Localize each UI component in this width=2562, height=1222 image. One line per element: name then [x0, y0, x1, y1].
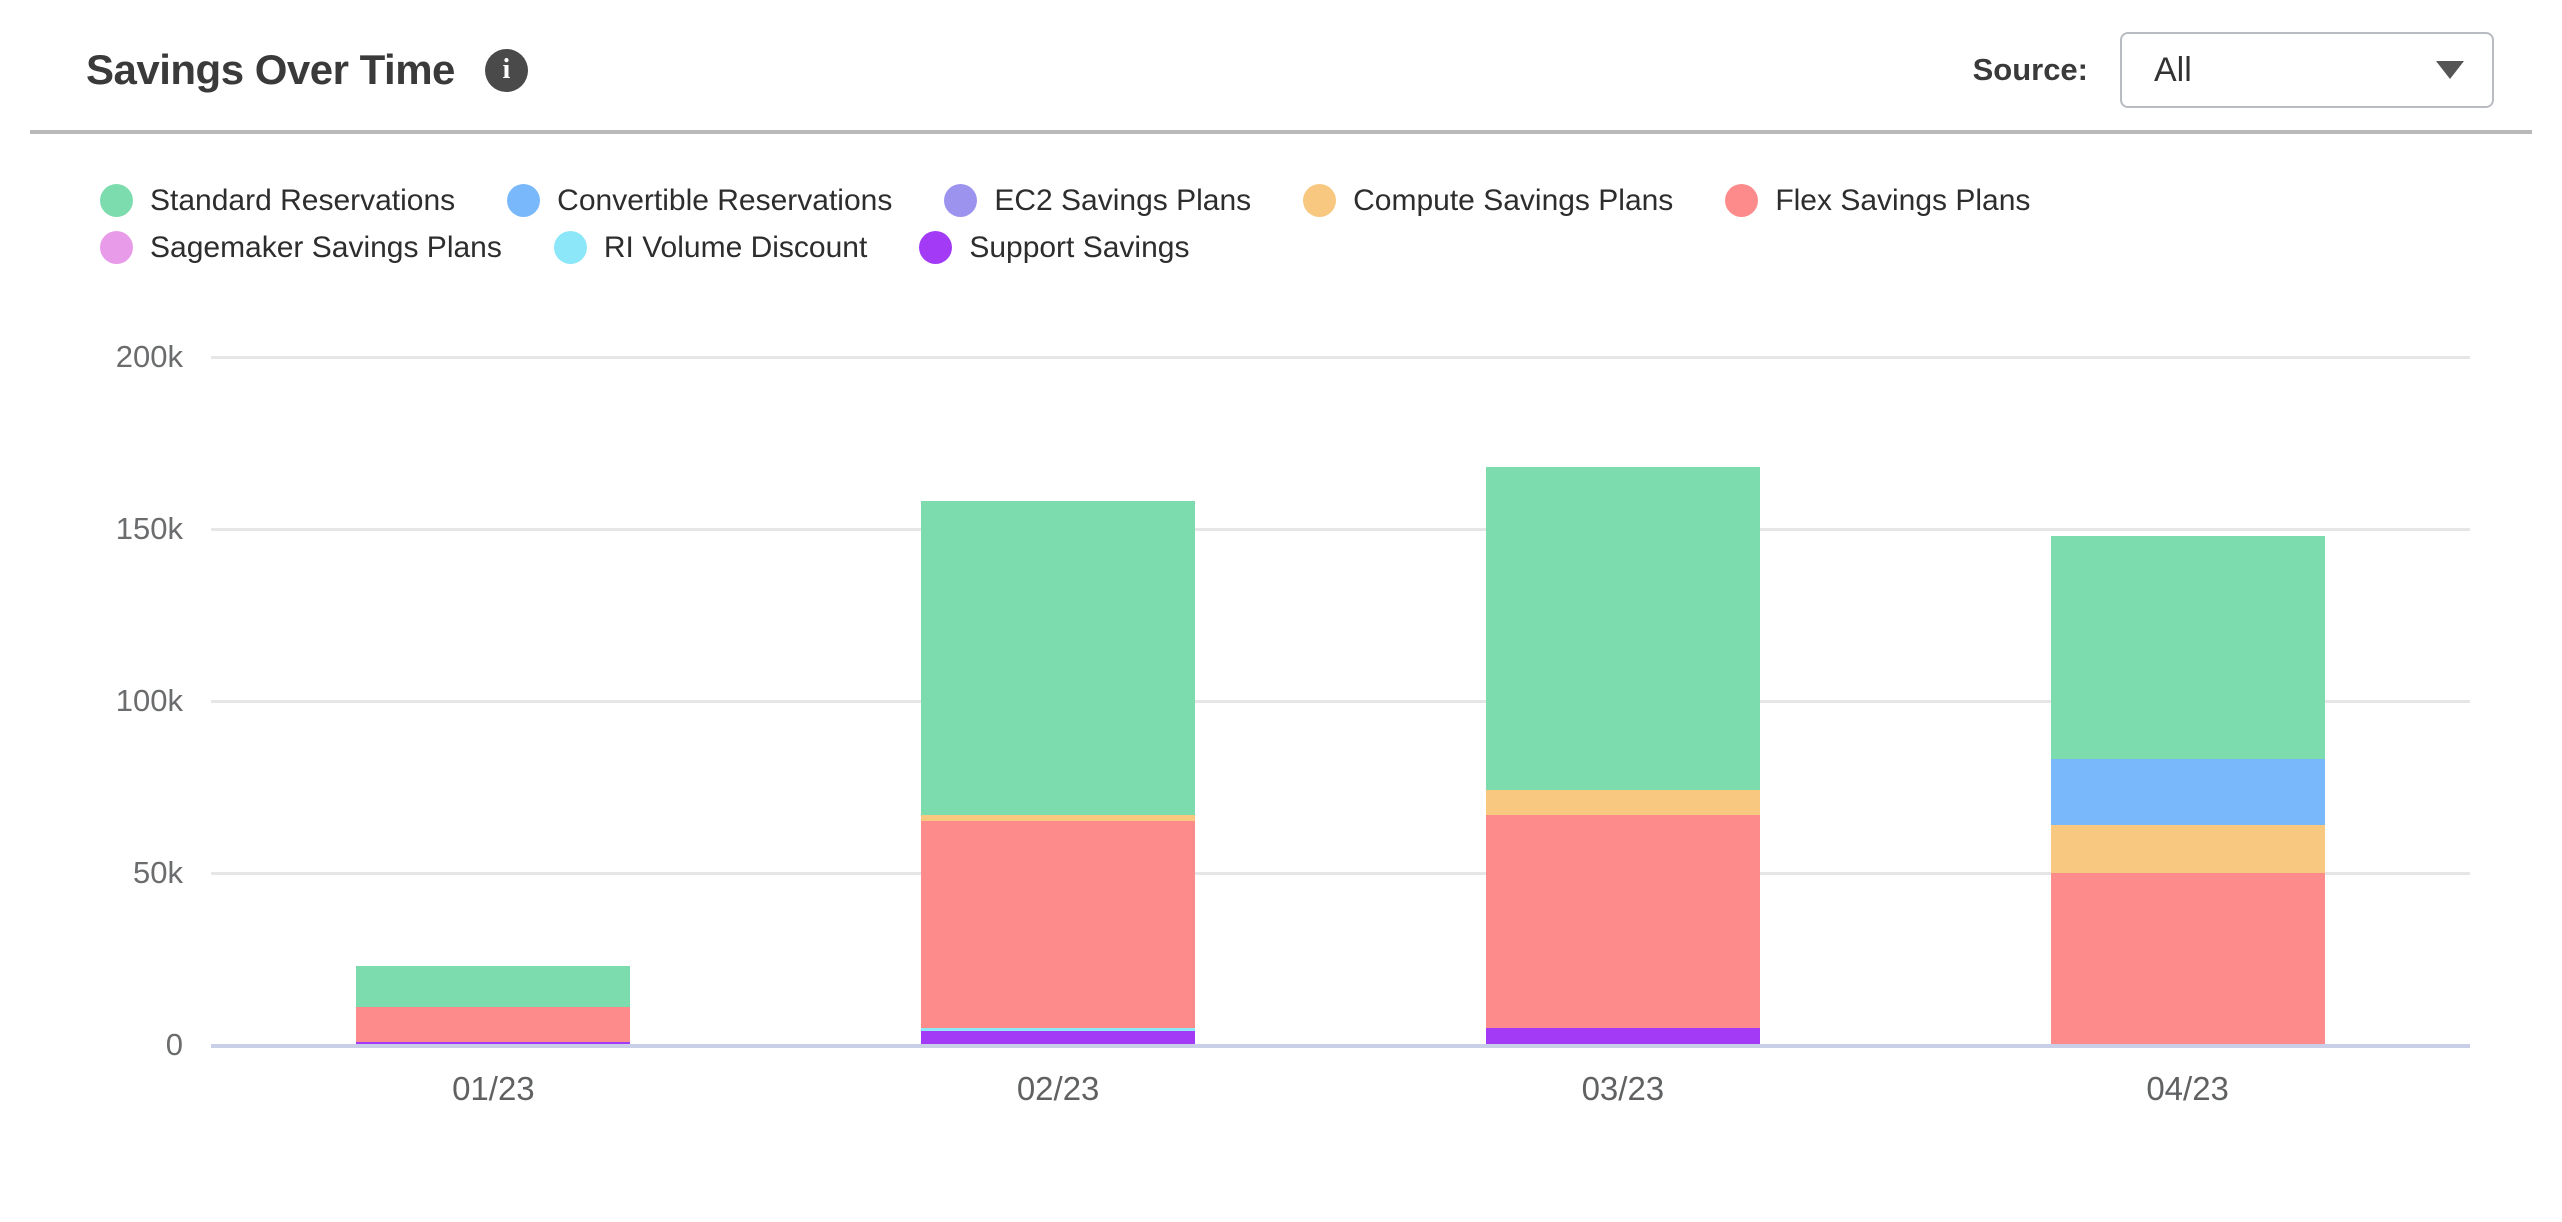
info-icon[interactable]: i — [484, 48, 528, 92]
legend-label: RI Volume Discount — [603, 231, 868, 264]
legend-marker-icon — [944, 184, 978, 217]
legend-item-standard-reservations[interactable]: Standard Reservations — [100, 184, 455, 217]
legend-label: Compute Savings Plans — [1353, 184, 1674, 217]
bar-segment-standard-reservations-04-23[interactable] — [2050, 535, 2325, 760]
info-icon-glyph: i — [502, 54, 511, 85]
legend-label: Support Savings — [969, 231, 1190, 264]
gridline-50k — [211, 872, 2470, 875]
y-axis-tick-label: 200k — [115, 339, 183, 374]
bar-segment-flex-savings-plans-01-23[interactable] — [356, 1007, 631, 1042]
bar-segment-flex-savings-plans-04-23[interactable] — [2050, 873, 2325, 1045]
legend-item-support-savings[interactable]: Support Savings — [919, 231, 1189, 264]
legend-label: Standard Reservations — [150, 184, 456, 217]
bar-segment-support-savings-03-23[interactable] — [1485, 1027, 1760, 1045]
legend-label: Sagemaker Savings Plans — [150, 231, 502, 264]
legend-marker-icon — [1725, 184, 1759, 217]
x-axis-line — [211, 1044, 2470, 1048]
source-wrap: Source: All — [1973, 32, 2494, 108]
bar-segment-convertible-reservations-04-23[interactable] — [2050, 759, 2325, 825]
legend-item-ec2-savings-plans[interactable]: EC2 Savings Plans — [944, 184, 1251, 217]
page-title: Savings Over Time — [86, 46, 455, 93]
card-header: Savings Over Time i Source: All — [0, 0, 2562, 130]
bar-segment-support-savings-01-23[interactable] — [356, 1041, 631, 1045]
y-axis-tick-label: 150k — [115, 511, 183, 546]
source-label: Source: — [1972, 52, 2088, 87]
legend-marker-icon — [507, 184, 541, 217]
legend-label: EC2 Savings Plans — [994, 184, 1252, 217]
bar-segment-flex-savings-plans-02-23[interactable] — [921, 821, 1196, 1028]
legend-marker-icon — [100, 231, 133, 264]
bar-segment-compute-savings-plans-03-23[interactable] — [1485, 790, 1760, 815]
source-dropdown[interactable]: All — [2120, 32, 2494, 108]
bar-segment-ri-volume-discount-02-23[interactable] — [921, 1027, 1196, 1032]
legend-item-sagemaker-savings-plans[interactable]: Sagemaker Savings Plans — [100, 231, 502, 264]
legend-item-compute-savings-plans[interactable]: Compute Savings Plans — [1303, 184, 1673, 217]
x-axis-label: 02/23 — [1016, 1070, 1100, 1107]
bar-segment-standard-reservations-03-23[interactable] — [1485, 467, 1760, 791]
legend-marker-icon — [919, 231, 953, 264]
x-axis-label: 01/23 — [452, 1070, 535, 1107]
bar-segment-standard-reservations-02-23[interactable] — [921, 501, 1196, 815]
y-axis-tick-label: 0 — [165, 1027, 183, 1062]
legend-marker-icon — [100, 184, 133, 217]
title-wrap: Savings Over Time i — [86, 46, 528, 94]
header-divider — [30, 130, 2532, 134]
chart-legend: Standard Reservations Convertible Reserva… — [100, 184, 2472, 264]
chevron-down-icon — [2436, 61, 2464, 79]
source-dropdown-value: All — [2154, 50, 2192, 89]
legend-marker-icon — [1303, 184, 1337, 217]
bar-segment-compute-savings-plans-02-23[interactable] — [921, 814, 1196, 822]
legend-label: Convertible Reservations — [557, 184, 893, 217]
gridline-150k — [211, 528, 2470, 531]
gridline-200k — [211, 356, 2470, 359]
bar-segment-flex-savings-plans-03-23[interactable] — [1485, 814, 1760, 1028]
bar-segment-support-savings-02-23[interactable] — [921, 1031, 1196, 1045]
legend-item-ri-volume-discount[interactable]: RI Volume Discount — [553, 231, 868, 264]
bar-segment-standard-reservations-01-23[interactable] — [356, 965, 631, 1008]
x-axis-label: 03/23 — [1581, 1070, 1665, 1107]
legend-marker-icon — [553, 231, 587, 264]
bar-segment-compute-savings-plans-04-23[interactable] — [2050, 824, 2325, 873]
legend-item-convertible-reservations[interactable]: Convertible Reservations — [507, 184, 892, 217]
gridline-100k — [211, 700, 2470, 703]
y-axis-tick-label: 50k — [133, 855, 183, 890]
x-axis-label: 04/23 — [2146, 1070, 2229, 1107]
legend-label: Flex Savings Plans — [1775, 184, 2031, 217]
legend-item-flex-savings-plans[interactable]: Flex Savings Plans — [1725, 184, 2030, 217]
y-axis-tick-label: 100k — [115, 683, 183, 718]
